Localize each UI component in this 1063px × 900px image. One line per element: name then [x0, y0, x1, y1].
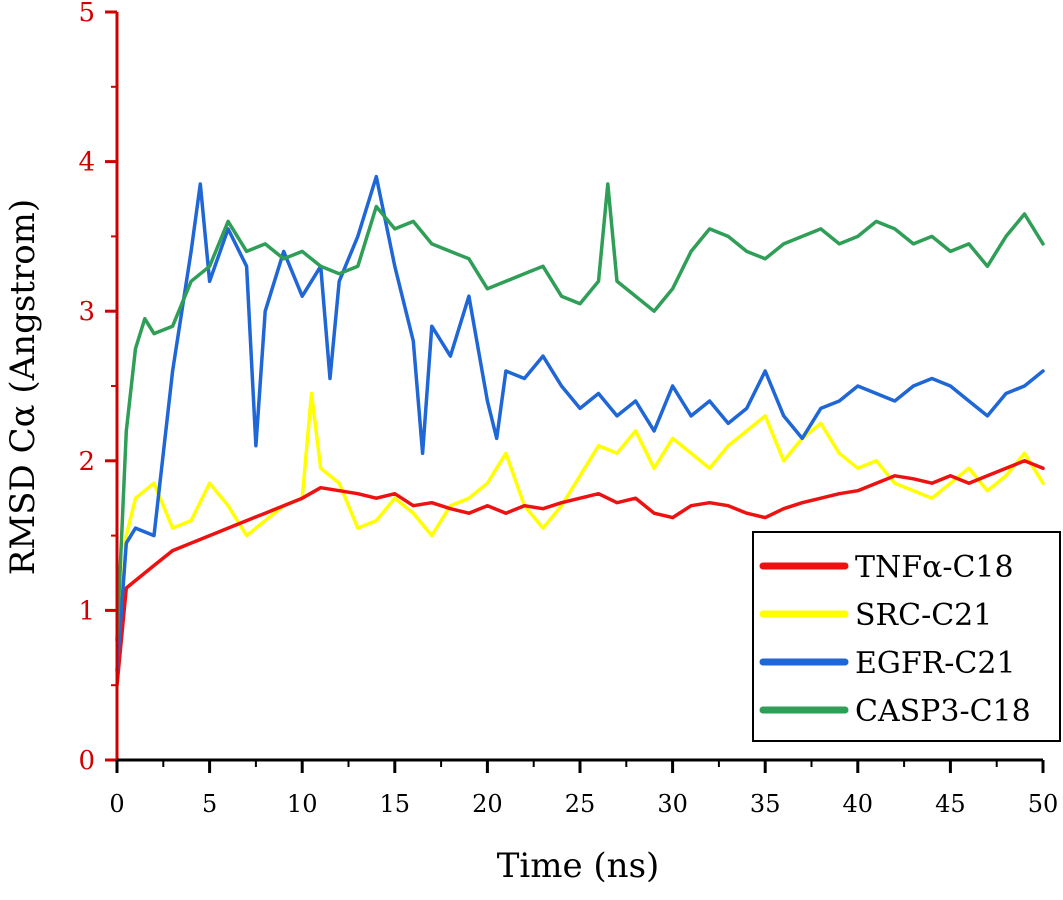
y-tick-label: 4 — [78, 148, 95, 178]
legend: TNFα-C18 SRC-C21 EGFR-C21 CASP3-C18 — [752, 531, 1061, 742]
x-tick-label: 40 — [843, 790, 874, 818]
y-axis-title: RMSD Cα (Angstrom) — [3, 199, 43, 575]
y-tick-label: 5 — [78, 0, 95, 28]
x-tick-label: 50 — [1028, 790, 1059, 818]
legend-label: CASP3-C18 — [855, 694, 1031, 729]
legend-label: EGFR-C21 — [855, 646, 1016, 681]
x-tick-label: 20 — [472, 790, 503, 818]
x-tick-label: 10 — [287, 790, 318, 818]
y-tick-label: 1 — [78, 596, 95, 626]
series-line-casp3-c18 — [115, 182, 1045, 643]
x-tick-label: 15 — [380, 790, 411, 818]
plot-series-group — [115, 174, 1045, 687]
series-line-src-c21 — [115, 391, 1045, 672]
y-tick-label: 3 — [78, 297, 95, 327]
series-line-tnf-c18 — [115, 459, 1045, 687]
x-tick-label: 5 — [202, 790, 217, 818]
x-tick-label: 30 — [657, 790, 688, 818]
x-tick-label: 25 — [565, 790, 596, 818]
legend-label: TNFα-C18 — [855, 550, 1014, 585]
x-ticks-group: 0 5 10 15 20 25 30 35 40 45 50 — [109, 760, 1058, 818]
series-line-egfr-c21 — [115, 174, 1045, 672]
x-axis-title: Time (ns) — [497, 846, 660, 886]
y-ticks-group: 0 1 2 3 4 5 — [78, 0, 117, 776]
x-tick-label: 45 — [935, 790, 966, 818]
legend-label: SRC-C21 — [855, 598, 992, 633]
x-tick-label: 0 — [109, 790, 124, 818]
x-tick-label: 35 — [750, 790, 781, 818]
y-tick-label: 0 — [78, 746, 95, 776]
y-tick-label: 2 — [78, 447, 95, 477]
